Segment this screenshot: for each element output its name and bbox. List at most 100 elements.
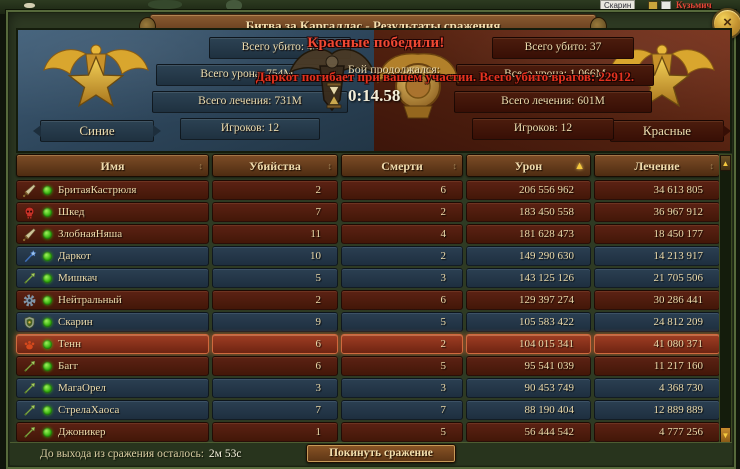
deaths-cell: 5 xyxy=(341,422,463,442)
table-row[interactable]: Тенн 6 2 104 015 341 41 080 371 xyxy=(16,334,720,354)
kills-cell: 3 xyxy=(212,378,338,398)
healing-cell: 18 450 177 xyxy=(594,224,720,244)
leave-battle-button[interactable]: Покинуть сражение xyxy=(306,444,456,463)
deaths-cell: 3 xyxy=(341,268,463,288)
gear-icon xyxy=(22,293,37,308)
player-name-cell[interactable]: Нейтральный xyxy=(16,290,209,310)
table-row[interactable]: СтрелаХаоса 7 7 88 190 404 12 889 889 xyxy=(16,400,720,420)
healing-cell: 4 777 256 xyxy=(594,422,720,442)
player-name: БритаяКастрюля xyxy=(58,184,137,196)
online-status-icon xyxy=(43,185,52,195)
sort-toggle-icon[interactable]: ↕ xyxy=(452,161,458,171)
player-name: Скарин xyxy=(58,316,93,328)
battle-duration-value: 0:14.58 xyxy=(348,86,401,105)
column-header-4[interactable]: Лечение ↕ xyxy=(594,154,720,177)
kills-cell: 10 xyxy=(212,246,338,266)
player-name-cell[interactable]: Скарин xyxy=(16,312,209,332)
scroll-down-icon[interactable]: ▼ xyxy=(720,427,731,443)
player-name-cell[interactable]: СтрелаХаоса xyxy=(16,400,209,420)
sort-toggle-icon[interactable]: ↕ xyxy=(327,161,333,171)
sort-toggle-icon[interactable]: ↕ xyxy=(198,161,204,171)
table-row[interactable]: Скарин 9 5 105 583 422 24 812 209 xyxy=(16,312,720,332)
player-name-cell[interactable]: Даркот xyxy=(16,246,209,266)
player-name: СтрелаХаоса xyxy=(58,404,120,416)
kills-cell: 2 xyxy=(212,180,338,200)
player-name-cell[interactable]: Шкед xyxy=(16,202,209,222)
healing-cell: 12 889 889 xyxy=(594,400,720,420)
kills-cell: 11 xyxy=(212,224,338,244)
table-row[interactable]: Мишкач 5 3 143 125 126 21 705 506 xyxy=(16,268,720,288)
online-status-icon xyxy=(43,207,52,217)
sort-ascending-icon[interactable]: ▲ xyxy=(574,160,585,172)
column-header-label: Урон xyxy=(514,159,543,173)
damage-cell: 129 397 274 xyxy=(466,290,591,310)
online-status-icon xyxy=(43,339,52,349)
damage-cell: 143 125 126 xyxy=(466,268,591,288)
column-header-2[interactable]: Смерти ↕ xyxy=(341,154,463,177)
world-detail xyxy=(148,0,182,9)
exit-countdown-label: До выхода из сражения осталось: xyxy=(40,448,204,460)
table-row[interactable]: МагаОрел 3 3 90 453 749 4 368 730 xyxy=(16,378,720,398)
deaths-cell: 2 xyxy=(341,202,463,222)
player-name: Шкед xyxy=(58,206,85,218)
player-name-cell[interactable]: МагаОрел xyxy=(16,378,209,398)
kills-cell: 7 xyxy=(212,400,338,420)
player-name-cell[interactable]: ЗлобнаяНяша xyxy=(16,224,209,244)
column-header-0[interactable]: Имя ↕ xyxy=(16,154,209,177)
column-header-label: Убийства xyxy=(249,159,301,173)
kills-cell: 6 xyxy=(212,356,338,376)
healing-cell: 34 613 805 xyxy=(594,180,720,200)
footer-bar: До выхода из сражения осталось: 2м 53с По… xyxy=(10,442,732,465)
table-row[interactable]: Даркот 10 2 149 290 630 14 213 917 xyxy=(16,246,720,266)
player-name-cell[interactable]: Мишкач xyxy=(16,268,209,288)
online-status-icon xyxy=(43,295,52,305)
sword-icon xyxy=(22,227,37,242)
table-row[interactable]: Джоникер 1 5 56 444 542 4 777 256 xyxy=(16,422,720,442)
battle-summary-panel: Синие Красные Всего убито: 43 Всего урон… xyxy=(16,28,732,153)
table-row[interactable]: ЗлобнаяНяша 11 4 181 628 473 18 450 177 xyxy=(16,224,720,244)
table-row[interactable]: Шкед 7 2 183 450 558 36 967 912 xyxy=(16,202,720,222)
healing-cell: 14 213 917 xyxy=(594,246,720,266)
column-header-1[interactable]: Убийства ↕ xyxy=(212,154,338,177)
kills-cell: 9 xyxy=(212,312,338,332)
damage-cell: 183 450 558 xyxy=(466,202,591,222)
table-scrollbar[interactable]: ▲ ▼ xyxy=(719,154,732,444)
deaths-cell: 7 xyxy=(341,400,463,420)
online-status-icon xyxy=(43,273,52,283)
damage-cell: 95 541 039 xyxy=(466,356,591,376)
column-header-3[interactable]: Урон ▲ xyxy=(466,154,591,177)
sort-toggle-icon[interactable]: ↕ xyxy=(709,161,715,171)
player-name: Мишкач xyxy=(58,272,98,284)
kills-cell: 6 xyxy=(212,334,338,354)
online-status-icon xyxy=(43,427,52,437)
player-name-cell[interactable]: Джоникер xyxy=(16,422,209,442)
healing-cell: 11 217 160 xyxy=(594,356,720,376)
enemy-nameplate: Кузьмич xyxy=(676,0,712,10)
blue-team-emblem-icon xyxy=(43,44,149,108)
player-name-cell[interactable]: Багг xyxy=(16,356,209,376)
damage-cell: 149 290 630 xyxy=(466,246,591,266)
exit-countdown-value: 2м 53с xyxy=(208,448,242,460)
deaths-cell: 5 xyxy=(341,356,463,376)
table-row[interactable]: Нейтральный 2 6 129 397 274 30 286 441 xyxy=(16,290,720,310)
player-name-cell[interactable]: БритаяКастрюля xyxy=(16,180,209,200)
deaths-cell: 2 xyxy=(341,334,463,354)
world-detail xyxy=(24,3,35,8)
online-status-icon xyxy=(43,405,52,415)
blue-team-name: Синие xyxy=(33,120,161,142)
deaths-cell: 4 xyxy=(341,224,463,244)
sword-icon xyxy=(22,183,37,198)
battle-results-dialog: Битва за Каргаллас - Результаты сражения… xyxy=(5,8,740,469)
damage-cell: 88 190 404 xyxy=(466,400,591,420)
damage-cell: 56 444 542 xyxy=(466,422,591,442)
scroll-up-icon[interactable]: ▲ xyxy=(720,155,731,171)
table-row[interactable]: Багг 6 5 95 541 039 11 217 160 xyxy=(16,356,720,376)
online-status-icon xyxy=(43,361,52,371)
player-name-cell[interactable]: Тенн xyxy=(16,334,209,354)
table-row[interactable]: БритаяКастрюля 2 6 206 556 962 34 613 805 xyxy=(16,180,720,200)
arrow-icon xyxy=(22,359,37,374)
red-total-healing: Всего лечения: 601М xyxy=(454,91,652,113)
deaths-cell: 5 xyxy=(341,312,463,332)
column-header-label: Имя xyxy=(100,159,125,173)
deaths-cell: 6 xyxy=(341,290,463,310)
